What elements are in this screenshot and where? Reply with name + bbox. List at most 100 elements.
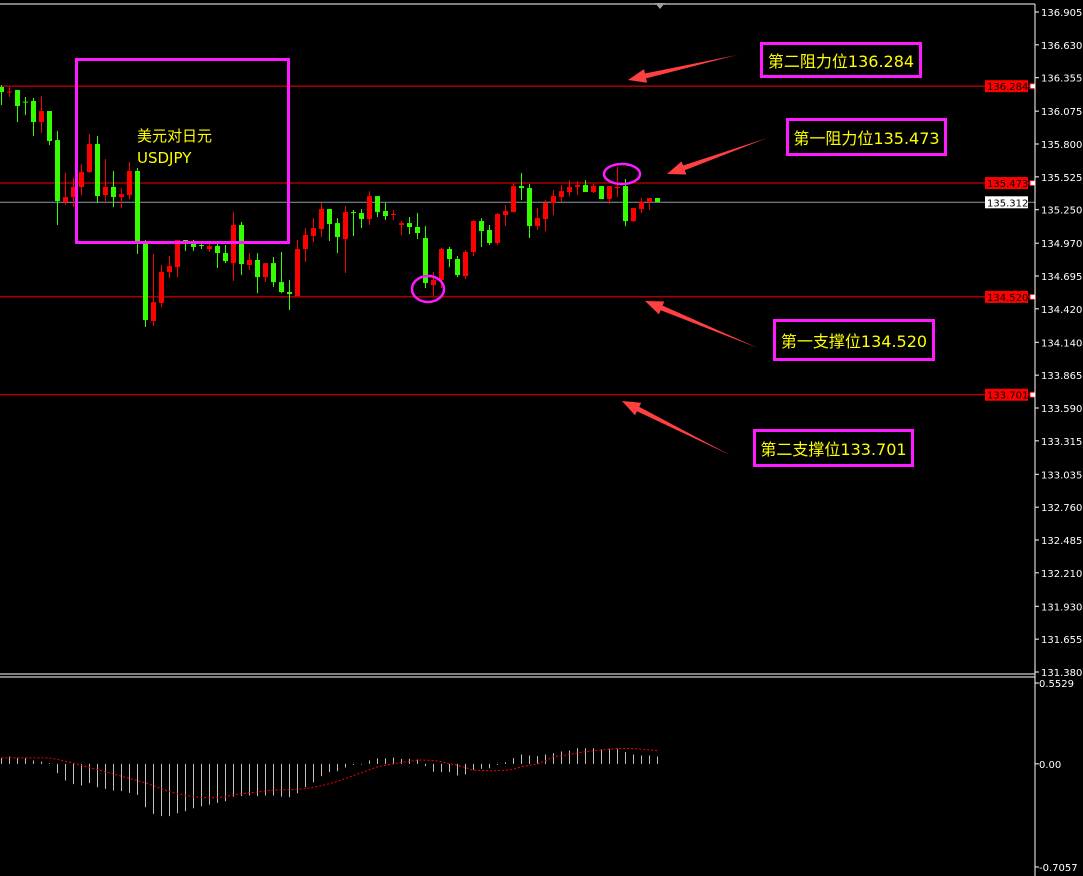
price-tick-label: 134.970 — [1041, 239, 1082, 250]
candle-body — [615, 187, 620, 189]
candle-body — [439, 249, 444, 281]
level-lines — [0, 83, 1036, 398]
level-handle[interactable] — [1029, 83, 1036, 90]
candle-body — [247, 259, 252, 266]
candle-body — [0, 87, 4, 93]
candle-body — [263, 263, 268, 278]
candle-body — [167, 266, 172, 273]
candle-body — [415, 227, 420, 233]
axes: 136.905 136.630 136.355 136.075 135.800 135.5… — [0, 3, 1082, 876]
candle-body — [583, 185, 588, 193]
candle-body — [319, 208, 324, 230]
macd-panel — [1, 747, 658, 817]
candle-body — [71, 187, 76, 198]
price-tick-label: 132.760 — [1041, 503, 1082, 514]
support-1-label: 第一支撑位134.520 — [773, 319, 935, 361]
shift-marker-icon[interactable] — [655, 3, 665, 9]
level-handle[interactable] — [1029, 391, 1036, 398]
candle-body — [479, 221, 484, 232]
support-2-label: 第二支撑位133.701 — [753, 429, 914, 467]
macd-signal-line — [1, 747, 658, 799]
candle-body — [55, 140, 60, 202]
price-tick-label: 135.250 — [1041, 206, 1082, 217]
candle-body — [407, 223, 412, 228]
candle-body — [327, 208, 332, 225]
candle-body — [135, 170, 140, 243]
candle-body — [47, 111, 52, 142]
price-tick-label: 134.140 — [1041, 338, 1082, 349]
candle-body — [7, 91, 12, 93]
candle-body — [399, 223, 404, 225]
candle-body — [375, 196, 380, 213]
candle-body — [639, 202, 644, 209]
candle-body — [599, 186, 604, 200]
candle-body — [391, 214, 396, 216]
candle-body — [63, 197, 68, 203]
price-tick-label: 135.800 — [1041, 140, 1082, 151]
price-tick-label: 131.380 — [1041, 668, 1082, 679]
price-tag-label: 136.284 — [987, 82, 1028, 93]
candle-body — [511, 186, 516, 213]
candle-body — [567, 187, 572, 193]
candle-body — [655, 197, 660, 203]
candle-body — [423, 238, 428, 284]
level-handle[interactable] — [1029, 293, 1036, 300]
candle-body — [631, 208, 636, 222]
price-tick-label: 132.485 — [1041, 536, 1082, 547]
annotation-overlay — [410, 55, 767, 455]
price-tick-label: 136.630 — [1041, 41, 1082, 52]
price-tick-label: 133.865 — [1041, 371, 1082, 382]
candle-body — [503, 211, 508, 216]
candle-body — [383, 211, 388, 217]
arrow-icon — [667, 138, 767, 175]
candle-body — [295, 249, 300, 297]
candle-body — [455, 259, 460, 276]
resistance-2-label: 第二阻力位136.284 — [760, 42, 922, 78]
candle-body — [463, 251, 468, 276]
candle-body — [223, 253, 228, 262]
price-tag — [985, 388, 1028, 401]
resistance-1-label: 第一阻力位135.473 — [786, 118, 947, 156]
candle-body — [23, 101, 28, 103]
price-tick-label: 133.590 — [1041, 404, 1082, 415]
price-tag — [985, 177, 1028, 190]
candle-body — [647, 197, 652, 203]
candle-body — [207, 246, 212, 250]
candle-body — [287, 292, 292, 295]
candle-body — [527, 188, 532, 227]
price-tick-label: 136.355 — [1041, 74, 1082, 85]
candle-body — [199, 245, 204, 247]
candle-body — [103, 187, 108, 196]
price-tick-label: 133.315 — [1041, 437, 1082, 448]
symbol-name-en: USDJPY — [137, 149, 192, 167]
candle-body — [79, 172, 84, 188]
symbol-annotation-box — [75, 58, 290, 244]
candle-body — [279, 282, 284, 293]
price-tag — [985, 290, 1028, 303]
arrow-icon — [622, 401, 730, 455]
candle-body — [543, 203, 548, 220]
candle-body — [151, 302, 156, 322]
highlight-circle — [410, 274, 446, 304]
candles — [0, 85, 660, 328]
candle-body — [607, 186, 612, 200]
candle-body — [191, 242, 196, 247]
price-tick-label: 136.075 — [1041, 107, 1082, 118]
price-tag-label: 135.473 — [987, 179, 1028, 190]
price-tick-label: 134.420 — [1041, 305, 1082, 316]
candle-body — [231, 224, 236, 264]
candle-body — [495, 214, 500, 244]
candle-body — [551, 196, 556, 204]
candle-body — [15, 90, 20, 107]
candle-body — [95, 144, 100, 197]
macd-tick-label: -0.7057 — [1039, 863, 1078, 874]
candle-body — [519, 186, 524, 189]
candle-body — [127, 170, 132, 196]
candle-body — [343, 212, 348, 240]
level-handle[interactable] — [1029, 180, 1036, 187]
candle-body — [359, 213, 364, 220]
candle-body — [335, 223, 340, 238]
price-tag — [985, 80, 1028, 93]
